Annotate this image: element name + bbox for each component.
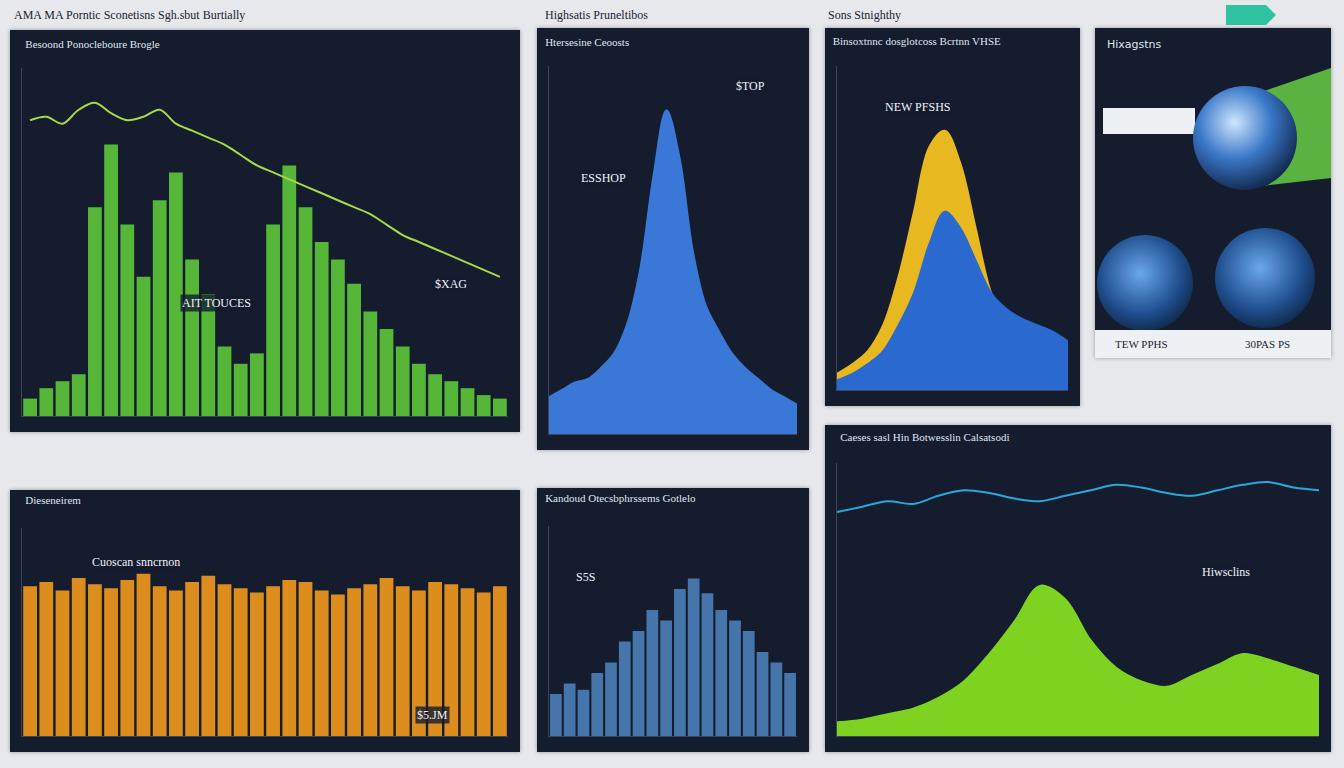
html-text:AMA MA Porntic Sconetisns Sgh.: AMA MA Porntic Sconetisns Sgh.sbut Burti… (14, 8, 246, 22)
svg-text:$XAG: $XAG (435, 277, 467, 291)
svg-text:$TOP: $TOP (736, 79, 765, 93)
svg-text:Htersesine Ceoosts: Htersesine Ceoosts (545, 36, 629, 48)
svg-text:Caeses sasl Hin Botwesslin Cal: Caeses sasl Hin Botwesslin Calsatsodi (840, 431, 1009, 443)
svg-text:Dieseneirem: Dieseneirem (25, 494, 81, 506)
svg-text:TEW PPHS: TEW PPHS (1115, 338, 1168, 350)
svg-text:NEW PFSHS: NEW PFSHS (885, 100, 950, 114)
svg-text:Besoond Ponocleboure Brogle: Besoond Ponocleboure Brogle (25, 38, 160, 50)
svg-text:$5.JM: $5.JM (417, 708, 448, 722)
svg-text:Cuoscan snncrnon: Cuoscan snncrnon (92, 555, 180, 569)
svg-text:30PAS PS: 30PAS PS (1245, 338, 1290, 350)
svg-text:AIT TOUCES: AIT TOUCES (182, 296, 251, 310)
html-text:Highsatis Pruneltibos: Highsatis Pruneltibos (545, 8, 648, 22)
svg-text:Binsoxtnnc dosglotcoss Bcrtnn: Binsoxtnnc dosglotcoss Bcrtnn VHSE (833, 35, 1001, 47)
svg-text:Hiwsclins: Hiwsclins (1202, 565, 1250, 579)
svg-text:S5S: S5S (576, 570, 595, 584)
html-text:Sons Stnighthy: Sons Stnighthy (828, 8, 901, 22)
svg-text:Hixagstns: Hixagstns (1107, 38, 1162, 51)
svg-text:ESSHOP: ESSHOP (581, 171, 626, 185)
svg-text:Kandoud Otecsbphrssems Gotlelo: Kandoud Otecsbphrssems Gotlelo (545, 492, 696, 504)
